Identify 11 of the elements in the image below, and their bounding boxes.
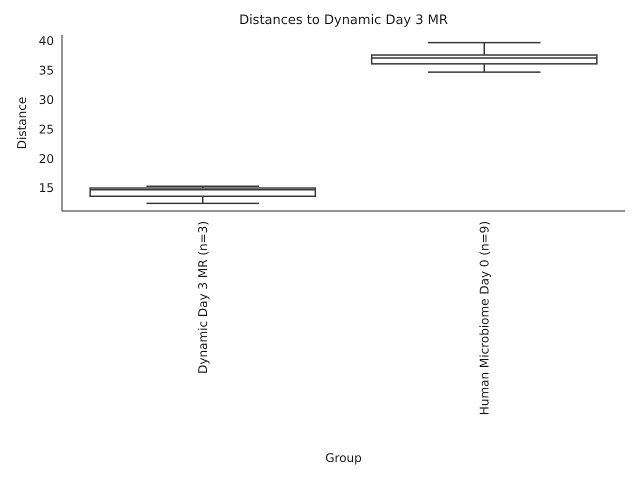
y-tick-label: 25: [38, 122, 54, 136]
x-tick-label: Human Microbiome Day 0 (n=9): [477, 221, 492, 416]
y-tick-label: 15: [38, 181, 54, 196]
y-tick-label: 35: [38, 64, 54, 78]
x-tick-label: Dynamic Day 3 MR (n=3): [196, 221, 210, 374]
y-tick-label: 30: [38, 92, 54, 107]
y-tick-label: 20: [38, 152, 54, 166]
chart-title: Distances to Dynamic Day 3 MR: [239, 13, 448, 28]
y-tick-label: 40: [38, 34, 54, 48]
y-axis-title: Distance: [15, 96, 29, 150]
x-axis-title: Group: [325, 451, 362, 465]
